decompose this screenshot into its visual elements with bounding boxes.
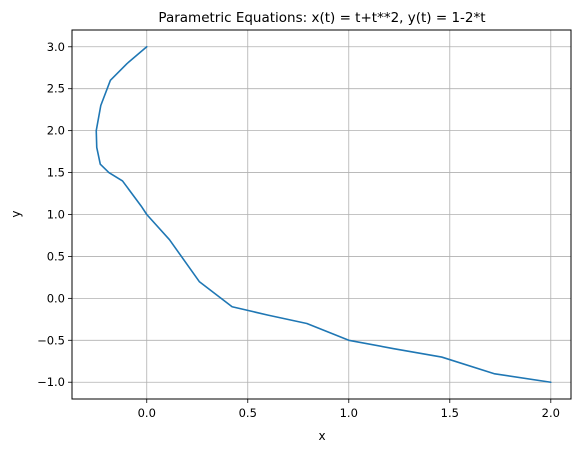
x-axis-label: x bbox=[318, 429, 325, 443]
chart-title: Parametric Equations: x(t) = t+t**2, y(t… bbox=[158, 10, 485, 26]
y-axis-label: y bbox=[9, 210, 23, 217]
x-tick-label: 2.0 bbox=[542, 406, 560, 420]
y-tick-label: 3.0 bbox=[47, 40, 65, 54]
y-tick-label: 2.0 bbox=[47, 124, 65, 138]
y-tick-label: 1.0 bbox=[47, 208, 65, 222]
y-tick-label: 0.5 bbox=[47, 249, 65, 263]
y-tick-label: −1.0 bbox=[37, 375, 65, 389]
x-axis: 0.0 0.5 1.0 1.5 2.0 bbox=[138, 399, 560, 420]
x-tick-label: 1.0 bbox=[340, 406, 358, 420]
y-tick-label: 1.5 bbox=[47, 166, 65, 180]
y-tick-label: −0.5 bbox=[37, 333, 65, 347]
series-line-group bbox=[95, 45, 552, 384]
grid bbox=[72, 30, 571, 399]
y-tick-label: 0.0 bbox=[47, 291, 65, 305]
x-tick-label: 0.5 bbox=[239, 406, 257, 420]
y-tick-label: 2.5 bbox=[47, 82, 65, 96]
x-tick-label: 1.5 bbox=[441, 406, 459, 420]
x-tick-label: 0.0 bbox=[138, 406, 156, 420]
y-axis: −1.0 −0.5 0.0 0.5 1.0 1.5 2.0 2.5 3.0 bbox=[37, 40, 72, 389]
series-line bbox=[95, 45, 552, 384]
